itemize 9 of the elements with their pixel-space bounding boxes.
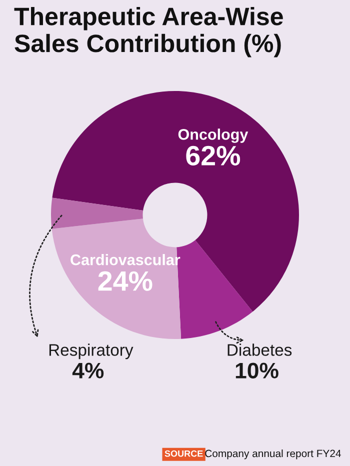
slice-label: Oncology <box>178 128 248 143</box>
text: SOURCE <box>164 450 203 457</box>
data-label: 62% <box>186 146 240 166</box>
data-label: 24% <box>98 271 152 291</box>
chart-title: Therapeutic Area-Wise Sales Contribution (%) <box>14 6 283 58</box>
slice-label: Diabetes <box>228 344 292 356</box>
data-label: 4% <box>72 362 104 378</box>
slice-label: Respiratory <box>49 344 134 360</box>
data-label: 10% <box>236 362 278 378</box>
